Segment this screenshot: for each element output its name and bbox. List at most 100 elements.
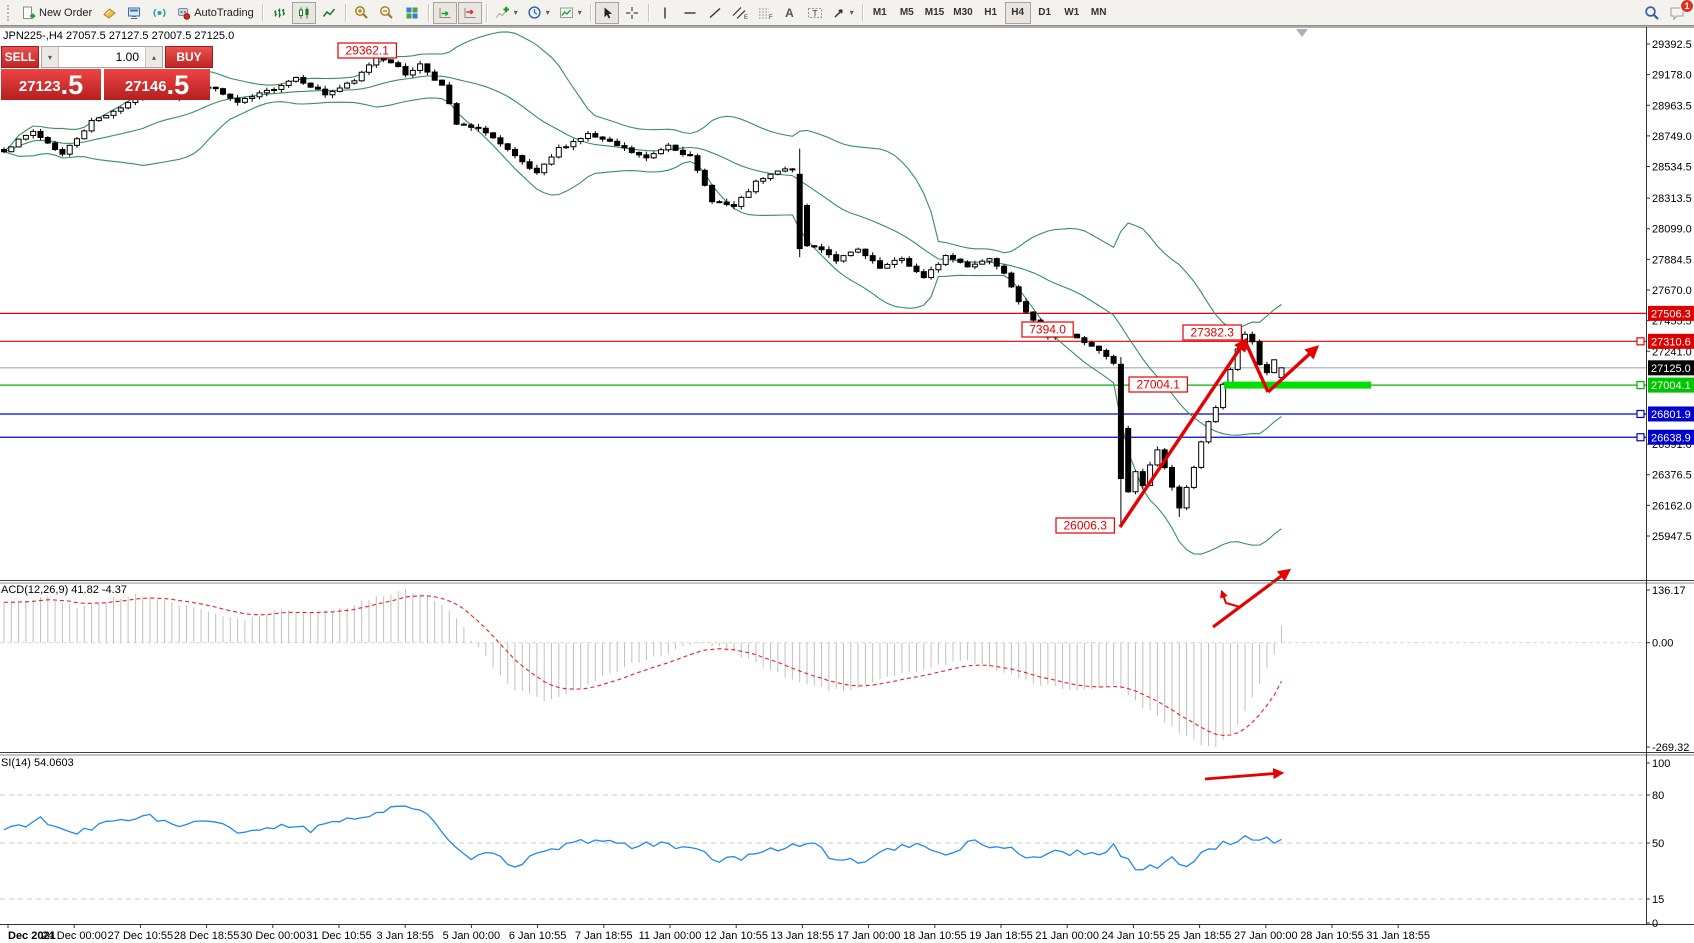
zoom-in-icon [354, 5, 369, 20]
crosshair-button[interactable] [620, 2, 644, 24]
hline-handle[interactable] [1636, 409, 1645, 419]
svg-text:27 Dec 10:55: 27 Dec 10:55 [108, 930, 173, 942]
periods-caret-icon[interactable]: ▾ [545, 8, 550, 17]
svg-text:26376.5: 26376.5 [1652, 470, 1692, 482]
equidistant-channel-button[interactable]: E [728, 2, 752, 24]
svg-text:30 Dec 00:00: 30 Dec 00:00 [240, 930, 305, 942]
notification-count-badge: 1 [1680, 0, 1694, 13]
new-order-label: New Order [39, 6, 93, 19]
cursor-button[interactable] [594, 1, 619, 24]
volume-stepper: ▾ 1.00 ▴ [41, 46, 163, 68]
svg-text:7394.0: 7394.0 [1029, 323, 1066, 337]
horizontal-line-objects[interactable] [0, 312, 1646, 442]
toolbar-separator [261, 3, 263, 22]
price-axis[interactable]: 29392.5 29178.0 28963.5 28749.0 28534.5 28313… [1646, 39, 1694, 543]
svg-text:28099.0: 28099.0 [1652, 224, 1692, 236]
signal-button[interactable] [147, 2, 171, 24]
timeframe-mn-button[interactable]: MN [1086, 2, 1112, 24]
timeframe-m30-button[interactable]: M30 [949, 2, 976, 24]
macd-histogram [3, 588, 1282, 747]
arrows-caret-icon[interactable]: ▾ [849, 8, 854, 17]
indicators-button[interactable]: ▾ [491, 2, 522, 24]
svg-text:A: A [785, 6, 794, 20]
trend-arrows[interactable] [1118, 337, 1320, 781]
timeframe-d1-button[interactable]: D1 [1032, 2, 1058, 24]
volume-value[interactable]: 1.00 [115, 50, 139, 64]
search-button[interactable] [1640, 2, 1664, 24]
candlestick-chart-button[interactable] [291, 1, 316, 24]
volume-decrease-button[interactable]: ▾ [42, 47, 59, 67]
sell-price-display[interactable]: 27123.5 [1, 69, 101, 100]
horizontal-line-button[interactable] [678, 2, 702, 24]
svg-text:0: 0 [1652, 918, 1658, 930]
timeframe-m15-button[interactable]: M15 [921, 2, 948, 24]
hline-handle[interactable] [1636, 433, 1645, 442]
new-order-icon [22, 6, 36, 20]
toolbar-separator [589, 3, 591, 22]
zoom-in-button[interactable] [350, 2, 374, 24]
price-badge [1648, 333, 1694, 349]
chart-header-ohlc: JPN225-,H4 27057.5 27127.5 27007.5 27125… [3, 30, 235, 42]
hline-handle[interactable] [1636, 337, 1645, 346]
svg-text:27884.5: 27884.5 [1652, 254, 1692, 266]
green-level-zone[interactable] [1224, 381, 1371, 389]
new-order-button[interactable]: New Order [18, 2, 96, 24]
trendline-button[interactable] [703, 2, 727, 24]
volume-increase-button[interactable]: ▴ [145, 47, 162, 67]
timeframe-h4-button[interactable]: H4 [1004, 1, 1031, 24]
horizontal-line-icon [683, 6, 697, 20]
sell-button[interactable]: SELL [1, 46, 39, 68]
candles [1, 48, 1285, 528]
templates-button[interactable]: ▾ [555, 2, 586, 24]
timeframe-m5-button[interactable]: M5 [894, 2, 920, 24]
indicator-axis: 136.17 0.00 -269.32 100 80 50 15 0 [1646, 585, 1689, 930]
buy-price-display[interactable]: 27146.5 [104, 69, 210, 100]
timeframe-m1-button[interactable]: M1 [867, 2, 893, 24]
svg-text:28749.0: 28749.0 [1652, 131, 1692, 143]
timeframe-w1-button[interactable]: W1 [1059, 2, 1085, 24]
periods-button[interactable]: ▾ [523, 2, 554, 24]
svg-text:136.17: 136.17 [1652, 585, 1686, 597]
terminal-button[interactable] [122, 2, 146, 24]
price-label-annotations[interactable]: 29362.1 7394.0 27382.3 27004.1 26006.3 [337, 42, 1243, 534]
text-icon: A [783, 6, 796, 20]
buy-button[interactable]: BUY [165, 46, 213, 68]
svg-text:80: 80 [1652, 790, 1664, 802]
svg-text:18 Jan 10:55: 18 Jan 10:55 [903, 930, 967, 942]
vertical-line-button[interactable] [653, 2, 677, 24]
price-badge-text: 27506.3 [1651, 308, 1691, 320]
price-badge [1648, 360, 1694, 376]
bar-chart-button[interactable] [267, 2, 291, 24]
text-label-icon: T [807, 6, 823, 20]
auto-scroll-button[interactable] [432, 1, 457, 24]
bar-chart-icon [272, 6, 286, 20]
macd-signal-line [3, 595, 1282, 736]
text-button[interactable]: A [778, 2, 802, 24]
svg-text:21 Jan 00:00: 21 Jan 00:00 [1035, 930, 1099, 942]
svg-text:27382.3: 27382.3 [1191, 326, 1235, 340]
hline-handle[interactable] [1636, 381, 1645, 390]
trendline-icon [708, 6, 722, 20]
toolbar-grip[interactable] [7, 4, 14, 21]
antenna-icon [152, 6, 167, 20]
tile-windows-button[interactable] [400, 2, 424, 24]
svg-text:13 Jan 18:55: 13 Jan 18:55 [771, 930, 835, 942]
fibonacci-button[interactable]: F [753, 2, 777, 24]
clock-icon [527, 5, 542, 20]
templates-caret-icon[interactable]: ▾ [577, 8, 582, 17]
chart-shift-button[interactable] [457, 1, 482, 24]
market-watch-button[interactable] [97, 2, 121, 24]
chart-window[interactable]: 29362.1 7394.0 27382.3 27004.1 26006.3 29392.… [0, 26, 1694, 943]
timeframe-h1-button[interactable]: H1 [978, 2, 1004, 24]
line-chart-button[interactable] [317, 2, 341, 24]
notifications-button[interactable]: 1 [1665, 0, 1694, 24]
autotrading-button[interactable]: AutoTrading [172, 2, 258, 24]
arrows-button[interactable]: ▾ [828, 2, 858, 24]
indicators-caret-icon[interactable]: ▾ [513, 8, 518, 17]
zoom-out-button[interactable] [375, 2, 399, 24]
text-label-button[interactable]: T [803, 2, 827, 24]
svg-text:29392.5: 29392.5 [1652, 39, 1692, 51]
svg-text:25947.5: 25947.5 [1652, 531, 1692, 543]
chart-canvas[interactable]: 29362.1 7394.0 27382.3 27004.1 26006.3 29392.… [0, 26, 1694, 943]
